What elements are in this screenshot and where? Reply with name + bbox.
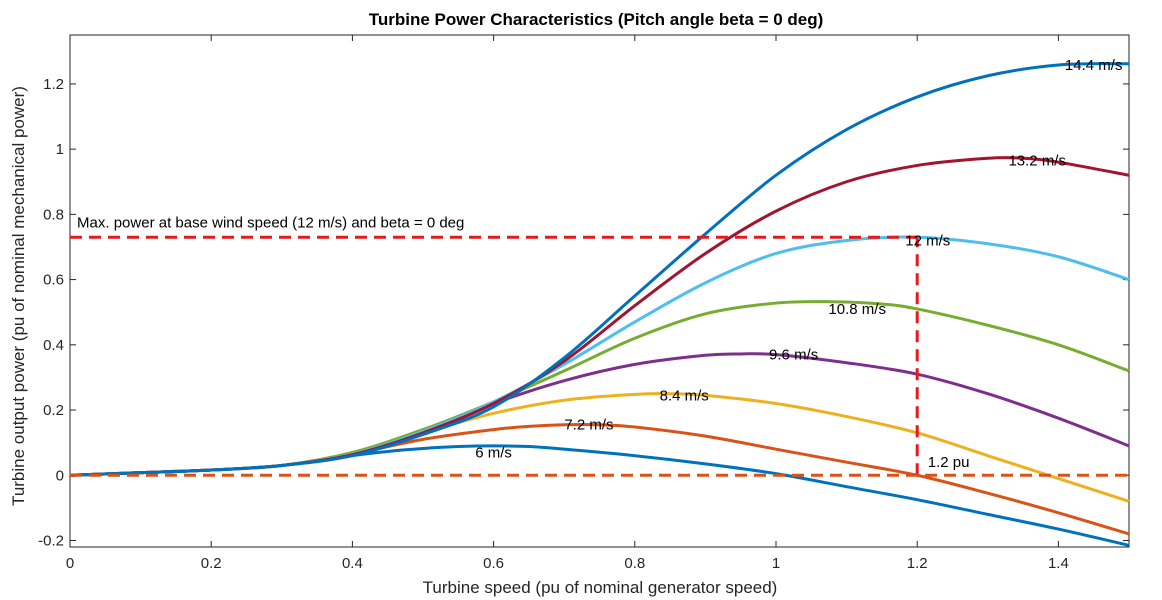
y-tick-label: 1.2	[43, 76, 64, 93]
series-label: 10.8 m/s	[828, 301, 886, 318]
y-axis-label: Turbine output power (pu of nominal mech…	[9, 86, 28, 506]
x-tick-label: 0.6	[483, 555, 504, 572]
series-line-7-2-m-s	[69, 422, 1130, 536]
plot-area: 0 0.2 0.4 0.6 0.8 1 1.2 1.4-0.200.20.40.60.811.…	[38, 34, 1130, 572]
y-tick-label: 0.4	[43, 337, 64, 354]
annotation-1: 1.2 pu	[928, 454, 970, 471]
x-tick-label: 1.4	[1048, 555, 1069, 572]
y-tick-label: 1	[56, 141, 64, 158]
y-tick-label: -0.2	[38, 532, 64, 549]
series-label: 8.4 m/s	[660, 387, 709, 404]
series-label: 6 m/s	[475, 444, 512, 461]
x-tick-label: 0	[66, 555, 74, 572]
series-label: 9.6 m/s	[769, 347, 818, 364]
series-line-8-4-m-s	[69, 392, 1130, 503]
x-axis-label: Turbine speed (pu of nominal generator s…	[423, 578, 778, 597]
chart-title: Turbine Power Characteristics (Pitch ang…	[369, 10, 824, 29]
series-label: 7.2 m/s	[564, 417, 613, 434]
x-tick-label: 0.8	[624, 555, 645, 572]
y-tick-label: 0.6	[43, 272, 64, 289]
x-tick-label: 1	[772, 555, 780, 572]
series-line-14-4-m-s	[69, 62, 1130, 477]
annotation-0: Max. power at base wind speed (12 m/s) a…	[77, 214, 464, 231]
series-label: 12 m/s	[905, 232, 950, 249]
series-line-6-m-s	[69, 444, 1130, 547]
axes-box	[69, 34, 1130, 548]
x-tick-label: 1.2	[907, 555, 928, 572]
series-label: 14.4 m/s	[1065, 57, 1123, 74]
x-tick-label: 0.2	[201, 555, 222, 572]
series-label: 13.2 m/s	[1008, 153, 1066, 170]
y-tick-label: 0.8	[43, 206, 64, 223]
series-line-9-6-m-s	[69, 352, 1130, 477]
y-tick-label: 0	[56, 467, 64, 484]
y-tick-label: 0.2	[43, 402, 64, 419]
series-line-12-m-s	[69, 235, 1130, 477]
x-tick-label: 0.4	[342, 555, 363, 572]
